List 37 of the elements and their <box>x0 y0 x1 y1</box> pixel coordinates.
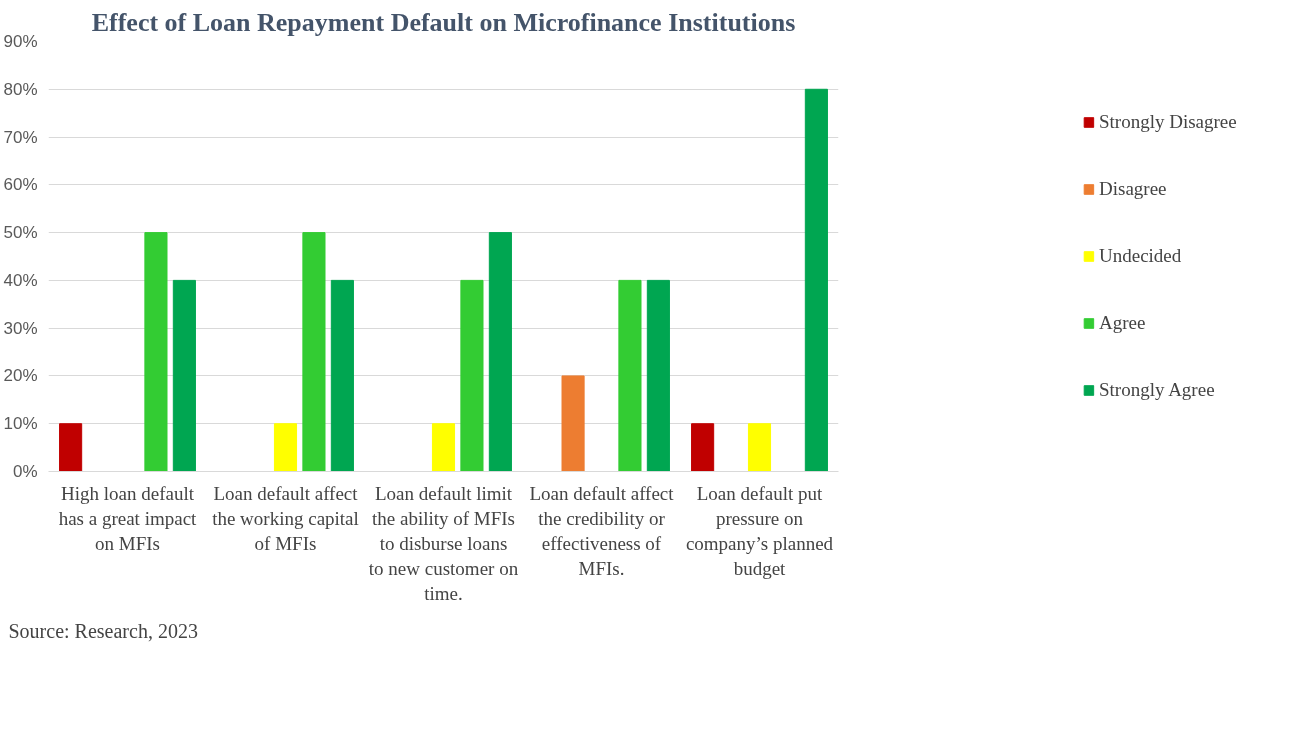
legend-label: Undecided <box>1099 245 1183 267</box>
y-tick-label: 10% <box>3 414 38 434</box>
bar <box>747 423 772 472</box>
x-tick-label: High loan default has a great impact on MFIs <box>58 482 198 554</box>
y-tick-label: 50% <box>3 223 38 243</box>
bar <box>144 232 168 472</box>
legend-label: Strongly Disagree <box>1099 111 1238 133</box>
bar <box>488 232 512 472</box>
y-tick-label: 90% <box>3 32 38 51</box>
source-note: Source: Research, 2023 <box>8 619 198 642</box>
chart-title: Effect of Loan Repayment Default on Microfinance Institutions <box>91 7 796 37</box>
bar <box>646 279 670 472</box>
legend-label: Disagree <box>1099 178 1168 200</box>
x-tick-label: Loan default put pressure on company’s planned budget <box>685 482 834 580</box>
y-tick-label: 0% <box>12 462 38 481</box>
y-tick-label: 40% <box>3 270 38 290</box>
legend-label: Strongly Agree <box>1099 379 1216 401</box>
bar <box>804 88 828 472</box>
bar <box>618 279 642 472</box>
bar <box>431 423 456 472</box>
bar <box>460 279 484 472</box>
y-tick-label: 80% <box>3 79 38 99</box>
legend-label: Agree <box>1099 312 1147 334</box>
x-tick-label: Loan default limit the ability of MFIs to disburse loans to new customer on time. <box>368 482 519 605</box>
y-tick-label: 20% <box>3 366 38 386</box>
x-tick-label: Loan default affect the credibility or effectiveness of MFIs. <box>529 482 675 580</box>
bar <box>330 279 354 472</box>
bar <box>273 423 298 472</box>
bar <box>561 375 585 472</box>
y-tick-label: 70% <box>3 127 38 147</box>
bar <box>172 279 196 472</box>
x-tick-label: Loan default affect the working capital of MFIs <box>212 482 359 554</box>
y-tick-label: 60% <box>3 175 38 195</box>
bar <box>691 423 715 472</box>
bar <box>302 232 326 472</box>
y-tick-label: 30% <box>3 318 38 338</box>
bar <box>59 423 83 472</box>
